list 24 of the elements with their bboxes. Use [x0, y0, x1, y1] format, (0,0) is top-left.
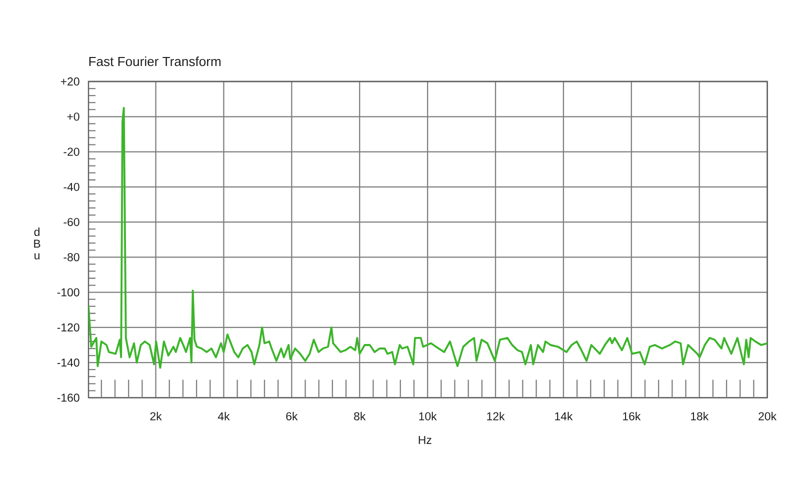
x-tick-label: 16k [623, 412, 641, 420]
y-tick-label: -120 [57, 323, 80, 332]
x-axis-title: Hz [418, 436, 432, 444]
y-tick-label: +20 [60, 77, 80, 86]
x-tick-label: 4k [218, 412, 230, 420]
y-axis-title: dBu [34, 228, 40, 260]
x-tick-label: 6k [286, 412, 298, 420]
chart-title: Fast Fourier Transform [89, 56, 221, 66]
y-tick-label: -60 [64, 218, 80, 226]
x-tick-label: 14k [555, 412, 573, 420]
x-tick-label: 2k [150, 412, 162, 420]
y-tick-label: -40 [64, 182, 80, 191]
y-tick-label: +0 [67, 112, 80, 121]
x-tick-label: 10k [419, 412, 437, 420]
line-series [88, 106, 768, 369]
y-tick-label: -80 [64, 253, 80, 262]
x-tick-label: 12k [487, 412, 505, 420]
x-tick-label: 8k [354, 412, 366, 420]
y-tick-label: -100 [57, 288, 80, 296]
y-tick-label: -140 [57, 358, 80, 367]
y-tick-label: -20 [64, 148, 80, 156]
x-tick-label: 20k [758, 412, 777, 420]
x-tick-label: 18k [690, 412, 709, 420]
y-tick-label: -160 [57, 394, 80, 402]
